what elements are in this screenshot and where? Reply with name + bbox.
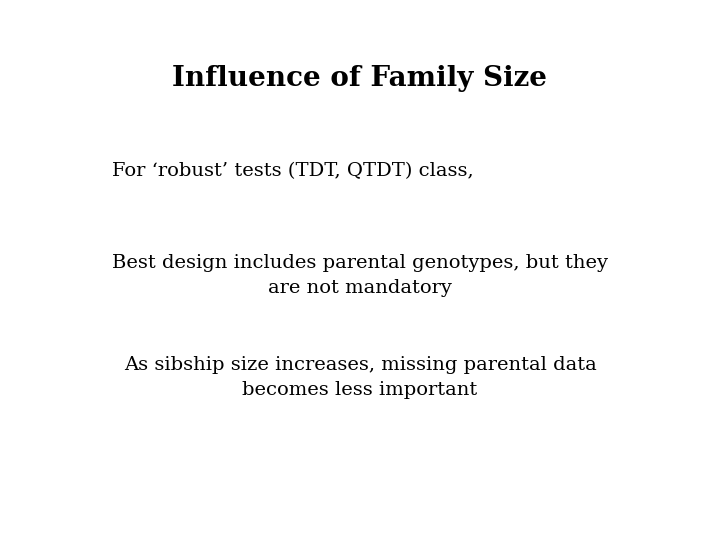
Text: For ‘robust’ tests (TDT, QTDT) class,: For ‘robust’ tests (TDT, QTDT) class,: [112, 162, 473, 180]
Text: Influence of Family Size: Influence of Family Size: [173, 65, 547, 92]
Text: As sibship size increases, missing parental data
becomes less important: As sibship size increases, missing paren…: [124, 356, 596, 400]
Text: Best design includes parental genotypes, but they
are not mandatory: Best design includes parental genotypes,…: [112, 254, 608, 297]
